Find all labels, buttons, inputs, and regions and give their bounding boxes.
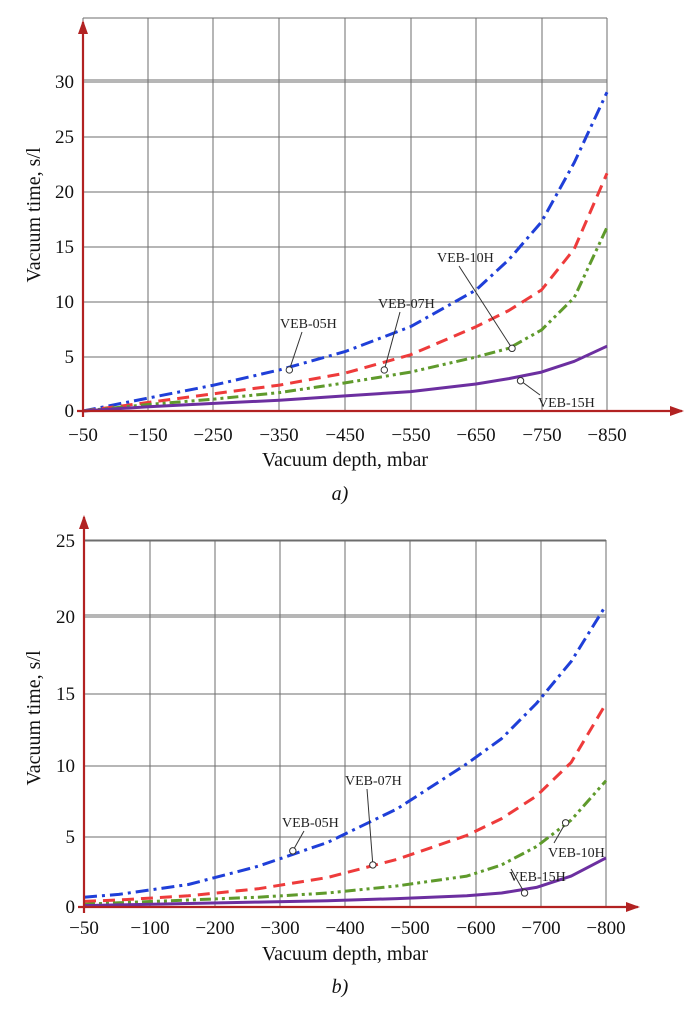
annotation-leader	[288, 331, 303, 371]
x-tick-label: −300	[260, 918, 299, 939]
series-line-veb-07h	[83, 702, 608, 903]
series-line-veb-10h	[82, 226, 609, 413]
x-tick-label: −800	[586, 918, 625, 939]
annotation-label: VEB-07H	[378, 297, 435, 312]
x-tick-label: −650	[456, 425, 495, 446]
x-tick-label: −50	[68, 425, 98, 446]
series-line-veb-10h	[83, 779, 608, 906]
y-tick-label: 25	[56, 531, 75, 552]
y-axis-label: Vacuum time, s/l	[23, 147, 45, 282]
annotation-marker	[285, 366, 294, 374]
figure-caption: b)	[332, 976, 349, 998]
y-axis-arrow	[78, 20, 88, 34]
x-axis-arrow	[626, 902, 640, 912]
annotation-leader	[510, 868, 526, 894]
series-line-veb-05h	[82, 91, 609, 413]
x-tick-label: −350	[259, 425, 298, 446]
annotation-marker	[380, 366, 388, 374]
annotation-leader	[366, 788, 374, 865]
x-tick-label: −250	[193, 425, 232, 446]
annotation-label: VEB-15H	[509, 870, 566, 885]
y-tick-label: 10	[56, 756, 75, 777]
x-axis-label: Vacuum depth, mbar	[262, 943, 428, 965]
annotation-label: VEB-07H	[345, 774, 402, 789]
x-tick-label: −500	[390, 918, 429, 939]
x-axis-label: Vacuum depth, mbar	[262, 449, 428, 471]
y-tick-label: 5	[65, 347, 75, 368]
axes	[78, 515, 640, 913]
y-axis-arrow	[79, 515, 89, 529]
annotation-marker	[561, 819, 570, 827]
series-line-veb-15h	[82, 344, 608, 413]
x-tick-label: −50	[69, 918, 99, 939]
x-tick-label: −700	[521, 918, 560, 939]
x-tick-label: −550	[391, 425, 430, 446]
x-tick-label: −850	[587, 425, 626, 446]
x-axis-arrow	[670, 406, 684, 416]
y-tick-label: 5	[66, 827, 76, 848]
x-tick-label: −600	[456, 918, 495, 939]
annotation-label: VEB-05H	[282, 816, 339, 831]
x-tick-label: −750	[522, 425, 561, 446]
series-line-veb-07h	[82, 172, 609, 413]
annotation-marker	[508, 344, 516, 353]
y-tick-label: 0	[65, 401, 75, 422]
annotation-leader	[383, 311, 401, 371]
figure-caption: a)	[332, 483, 349, 505]
y-tick-label: 15	[56, 684, 75, 705]
y-tick-label: 15	[55, 237, 74, 258]
x-tick-label: −400	[325, 918, 364, 939]
annotation-label: VEB-15H	[538, 396, 595, 411]
annotation-marker	[520, 889, 529, 897]
y-tick-label: 30	[55, 72, 74, 93]
y-tick-label: 10	[55, 292, 74, 313]
annotation-leader	[292, 830, 305, 852]
y-tick-label: 0	[66, 897, 76, 918]
annotation-leader	[553, 822, 567, 844]
axes	[77, 20, 684, 417]
annotation-marker	[289, 847, 297, 855]
y-axis-label: Vacuum time, s/l	[23, 650, 45, 785]
annotation-label: VEB-10H	[548, 846, 605, 861]
x-tick-label: −200	[195, 918, 234, 939]
series-line-veb-05h	[83, 604, 608, 899]
x-tick-label: −150	[128, 425, 167, 446]
annotation-leader	[520, 380, 541, 396]
y-tick-label: 20	[56, 607, 75, 628]
x-tick-label: −450	[325, 425, 364, 446]
annotation-label: VEB-05H	[280, 317, 337, 332]
annotation-leader	[458, 265, 513, 349]
y-tick-label: 25	[55, 127, 74, 148]
series-line-veb-15h	[83, 856, 607, 908]
annotation-label: VEB-10H	[437, 251, 494, 266]
annotation-marker	[516, 377, 525, 385]
chart-a: −50 −150 −250 −350 −450 −550 −650 −750 −850 0 5 10 1…	[23, 17, 684, 505]
y-tick-label: 20	[55, 182, 74, 203]
grid	[83, 539, 607, 908]
chart-b: −50 −100 −200 −300 −400 −500 −600 −700 −800 0 5 10 1…	[23, 515, 640, 998]
annotation-marker	[369, 861, 377, 869]
x-tick-label: −100	[130, 918, 169, 939]
